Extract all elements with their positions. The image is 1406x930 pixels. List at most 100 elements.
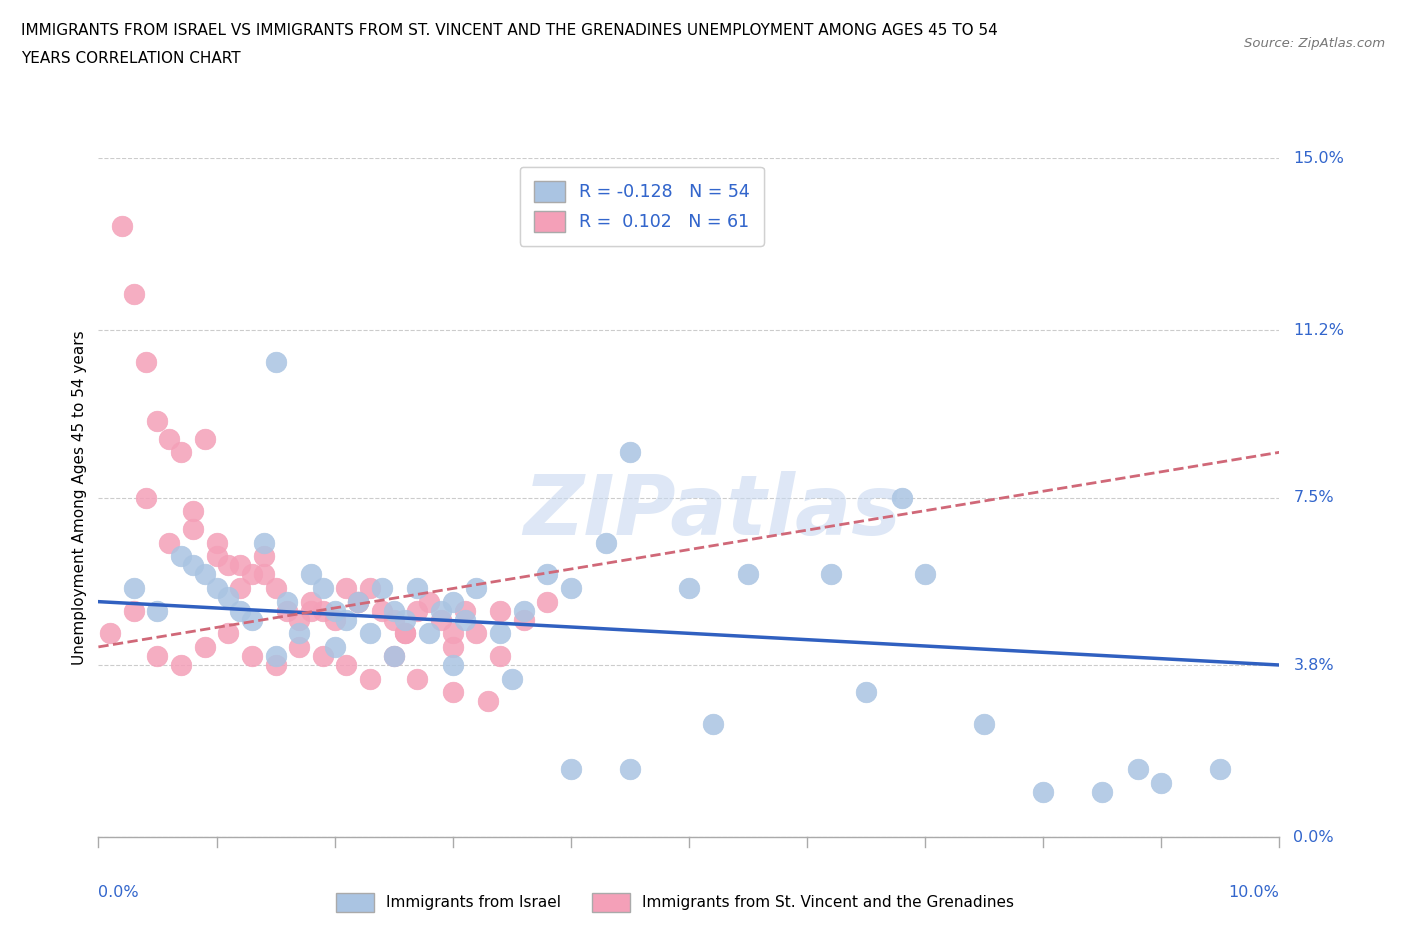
- Point: [890, 490, 912, 505]
- Point: [312, 604, 335, 618]
- Text: Source: ZipAtlas.com: Source: ZipAtlas.com: [1244, 37, 1385, 50]
- Point: [288, 640, 311, 655]
- Text: 0.0%: 0.0%: [98, 884, 139, 899]
- Point: [335, 658, 357, 672]
- Point: [477, 694, 499, 709]
- Point: [595, 536, 617, 551]
- Point: [276, 604, 298, 618]
- Point: [299, 604, 322, 618]
- Point: [122, 580, 145, 595]
- Point: [382, 604, 405, 618]
- Point: [181, 504, 204, 519]
- Point: [394, 612, 416, 627]
- Point: [276, 594, 298, 609]
- Point: [181, 522, 204, 537]
- Point: [157, 432, 180, 446]
- Point: [312, 648, 335, 663]
- Point: [914, 567, 936, 582]
- Point: [194, 640, 217, 655]
- Point: [146, 413, 169, 428]
- Point: [347, 594, 370, 609]
- Point: [205, 580, 228, 595]
- Text: 11.2%: 11.2%: [1294, 323, 1344, 338]
- Point: [240, 567, 263, 582]
- Point: [973, 716, 995, 731]
- Point: [264, 658, 287, 672]
- Text: 0.0%: 0.0%: [1294, 830, 1334, 844]
- Point: [240, 648, 263, 663]
- Point: [441, 594, 464, 609]
- Point: [170, 549, 193, 564]
- Point: [560, 762, 582, 777]
- Point: [359, 671, 381, 686]
- Point: [264, 354, 287, 369]
- Point: [253, 536, 276, 551]
- Text: ZIPatlas: ZIPatlas: [523, 471, 901, 551]
- Point: [465, 626, 488, 641]
- Point: [194, 432, 217, 446]
- Text: 3.8%: 3.8%: [1294, 658, 1334, 672]
- Text: IMMIGRANTS FROM ISRAEL VS IMMIGRANTS FROM ST. VINCENT AND THE GRENADINES UNEMPLO: IMMIGRANTS FROM ISRAEL VS IMMIGRANTS FRO…: [21, 23, 998, 38]
- Point: [205, 536, 228, 551]
- Point: [430, 604, 453, 618]
- Point: [382, 612, 405, 627]
- Point: [312, 580, 335, 595]
- Text: YEARS CORRELATION CHART: YEARS CORRELATION CHART: [21, 51, 240, 66]
- Point: [264, 580, 287, 595]
- Y-axis label: Unemployment Among Ages 45 to 54 years: Unemployment Among Ages 45 to 54 years: [72, 330, 87, 665]
- Point: [205, 549, 228, 564]
- Point: [1126, 762, 1149, 777]
- Point: [135, 490, 157, 505]
- Point: [418, 626, 440, 641]
- Point: [194, 567, 217, 582]
- Point: [264, 648, 287, 663]
- Point: [1091, 784, 1114, 799]
- Point: [394, 626, 416, 641]
- Point: [678, 580, 700, 595]
- Point: [181, 558, 204, 573]
- Point: [217, 558, 239, 573]
- Point: [702, 716, 724, 731]
- Point: [359, 626, 381, 641]
- Point: [217, 590, 239, 604]
- Point: [253, 567, 276, 582]
- Point: [382, 648, 405, 663]
- Point: [465, 580, 488, 595]
- Point: [347, 594, 370, 609]
- Point: [240, 612, 263, 627]
- Point: [229, 580, 252, 595]
- Point: [1032, 784, 1054, 799]
- Text: 10.0%: 10.0%: [1229, 884, 1279, 899]
- Point: [253, 549, 276, 564]
- Point: [501, 671, 523, 686]
- Point: [157, 536, 180, 551]
- Point: [335, 580, 357, 595]
- Point: [855, 684, 877, 699]
- Point: [111, 219, 134, 233]
- Point: [371, 580, 394, 595]
- Point: [619, 762, 641, 777]
- Point: [536, 567, 558, 582]
- Point: [347, 594, 370, 609]
- Point: [406, 671, 429, 686]
- Point: [323, 640, 346, 655]
- Point: [560, 580, 582, 595]
- Legend: Immigrants from Israel, Immigrants from St. Vincent and the Grenadines: Immigrants from Israel, Immigrants from …: [329, 887, 1021, 918]
- Point: [820, 567, 842, 582]
- Point: [170, 658, 193, 672]
- Point: [441, 658, 464, 672]
- Point: [135, 354, 157, 369]
- Point: [1150, 776, 1173, 790]
- Point: [418, 594, 440, 609]
- Point: [371, 604, 394, 618]
- Point: [146, 648, 169, 663]
- Point: [1209, 762, 1232, 777]
- Point: [382, 648, 405, 663]
- Point: [299, 594, 322, 609]
- Point: [146, 604, 169, 618]
- Point: [170, 445, 193, 459]
- Point: [229, 604, 252, 618]
- Point: [441, 626, 464, 641]
- Point: [619, 445, 641, 459]
- Text: 15.0%: 15.0%: [1294, 151, 1344, 166]
